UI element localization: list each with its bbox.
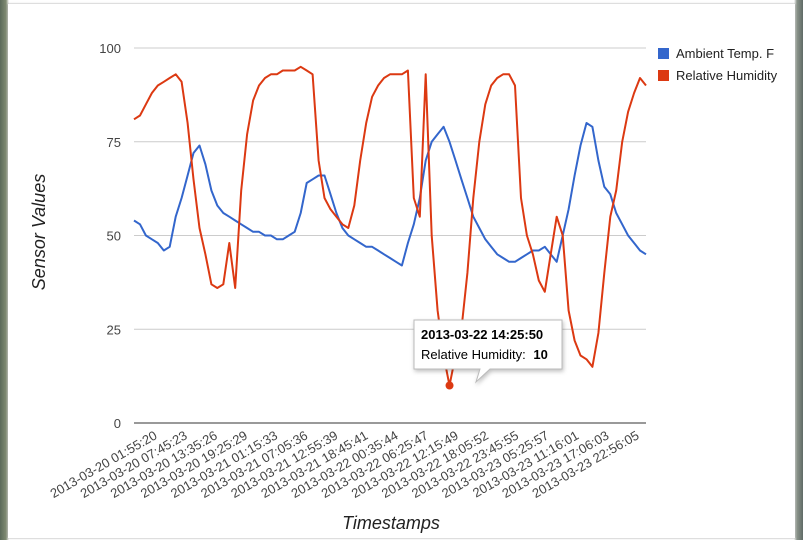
y-tick-label: 25	[107, 322, 121, 337]
series-line-humidity[interactable]	[134, 67, 646, 386]
tooltip-point[interactable]	[446, 382, 454, 390]
legend-label-temp: Ambient Temp. F	[676, 46, 774, 61]
legend: Ambient Temp. F Relative Humidity	[658, 46, 778, 83]
tooltip-value: 10	[533, 347, 547, 362]
y-axis-ticks: 0 25 50 75 100	[99, 41, 121, 431]
tooltip-label: Relative Humidity:	[421, 347, 526, 362]
y-tick-label: 75	[107, 135, 121, 150]
tooltip-body: Relative Humidity: 10	[421, 347, 548, 362]
y-tick-label: 0	[114, 416, 121, 431]
series-lines	[134, 67, 646, 386]
legend-item-humidity[interactable]: Relative Humidity	[658, 68, 778, 83]
tooltip: 2013-03-22 14:25:50 Relative Humidity: 1…	[414, 320, 562, 382]
y-tick-label: 100	[99, 41, 121, 56]
series-line-temp[interactable]	[134, 123, 646, 266]
y-axis-title: Sensor Values	[29, 174, 49, 290]
legend-swatch-temp	[658, 48, 669, 59]
x-axis-title: Timestamps	[342, 513, 440, 533]
tooltip-title: 2013-03-22 14:25:50	[421, 327, 543, 342]
legend-label-humidity: Relative Humidity	[676, 68, 778, 83]
legend-item-temp[interactable]: Ambient Temp. F	[658, 46, 774, 61]
legend-swatch-humidity	[658, 70, 669, 81]
y-tick-label: 50	[107, 229, 121, 244]
gridlines	[134, 48, 646, 423]
